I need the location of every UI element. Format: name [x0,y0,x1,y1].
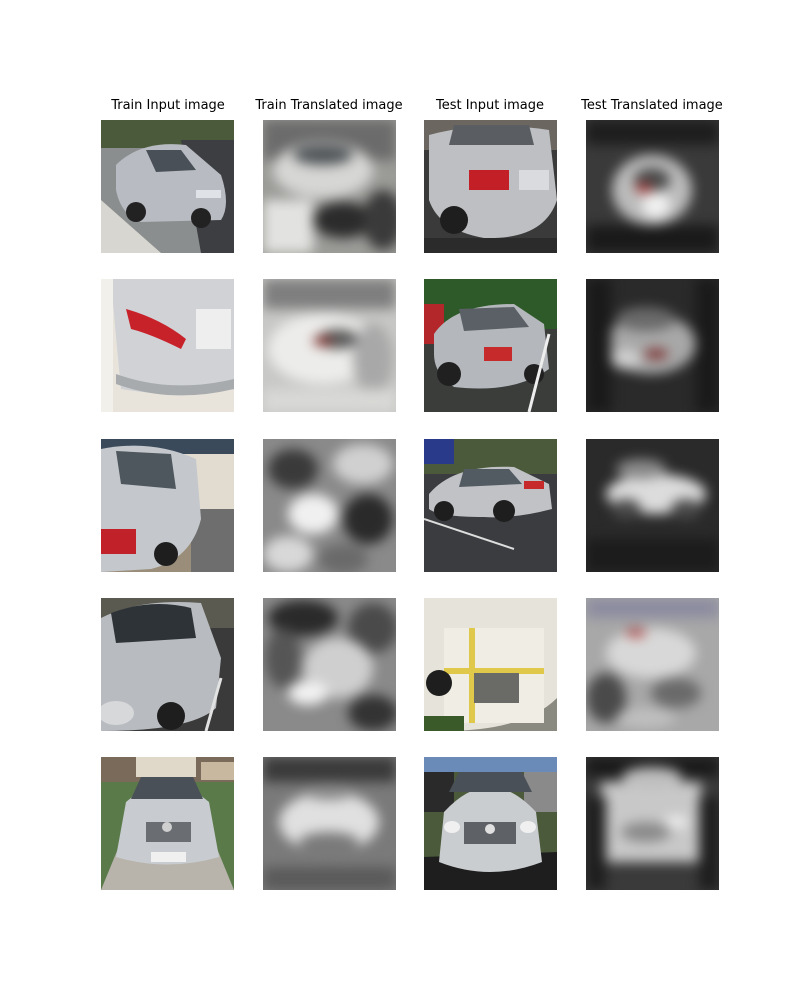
test-input-image-1 [424,120,557,253]
train-translated-image-3 [263,439,396,572]
column-title-train-translated: Train Translated image [255,98,403,113]
test-translated-image-4 [586,598,719,731]
train-input-image-1 [101,120,234,253]
test-input-image-3 [424,439,557,572]
train-input-image-3 [101,439,234,572]
test-input-image-2 [424,279,557,412]
test-input-image-5 [424,757,557,890]
column-title-test-input: Test Input image [435,98,545,113]
test-input-image-4 [424,598,557,731]
train-input-image-4 [101,598,234,731]
test-translated-image-1 [586,120,719,253]
train-translated-image-4 [263,598,396,731]
train-input-image-5 [101,757,234,890]
train-translated-image-5 [263,757,396,890]
column-title-test-translated: Test Translated image [581,98,723,113]
train-input-image-2 [101,279,234,412]
test-translated-image-2 [586,279,719,412]
train-translated-image-1 [263,120,396,253]
test-translated-image-3 [586,439,719,572]
column-title-train-input: Train Input image [111,98,225,113]
test-translated-image-5 [586,757,719,890]
train-translated-image-2 [263,279,396,412]
